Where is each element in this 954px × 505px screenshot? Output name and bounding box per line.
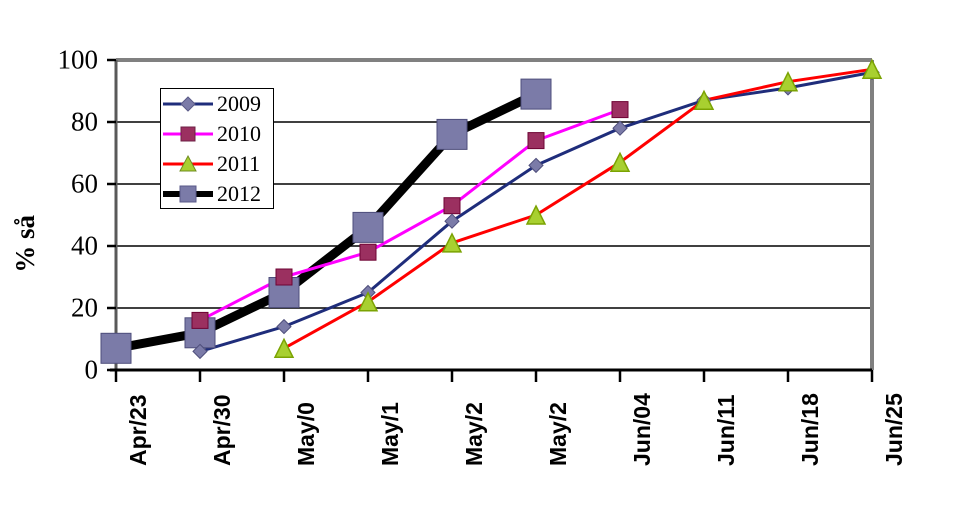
legend-item-2012: 2012 [161,179,273,209]
x-tick-label: Apr/30 [209,394,235,466]
x-tick-label: May/0 [293,402,319,466]
legend-label-2009: 2009 [217,91,261,116]
x-tick-label: Jun/25 [881,393,907,466]
y-axis-ticks [107,58,116,372]
y-tick-label: 60 [71,168,98,199]
legend-swatch-2012 [161,182,215,206]
plot-frame [110,58,874,372]
legend-item-2011: 2011 [161,149,273,179]
legend-swatch-2010 [161,122,215,146]
y-tick-label: 0 [84,354,99,385]
legend-item-2009: 2009 [161,89,273,119]
y-tick-label: 20 [71,292,98,323]
x-tick-label: Jun/11 [713,394,739,466]
chart-legend: 2009 2010 2011 [160,88,274,209]
legend-label-2012: 2012 [217,181,261,206]
x-tick-label: Apr/23 [125,394,151,466]
x-axis-ticks [114,370,874,382]
legend-swatch-2011 [161,152,215,176]
legend-label-2010: 2010 [217,121,261,146]
y-tick-label: 80 [71,106,98,137]
legend-swatch-2009 [161,92,215,116]
x-tick-label: Jun/18 [797,393,823,466]
legend-label-2011: 2011 [217,151,261,176]
y-tick-label: 40 [71,230,98,261]
x-tick-label: May/2 [461,402,487,466]
y-axis-label: % så [10,215,40,273]
x-tick-label: Jun/04 [629,393,655,466]
data-series [100,58,883,364]
legend-item-2010: 2010 [161,119,273,149]
y-tick-label: 100 [57,44,99,75]
x-tick-label: May/1 [377,402,403,466]
x-tick-label: May/2 [545,402,571,466]
